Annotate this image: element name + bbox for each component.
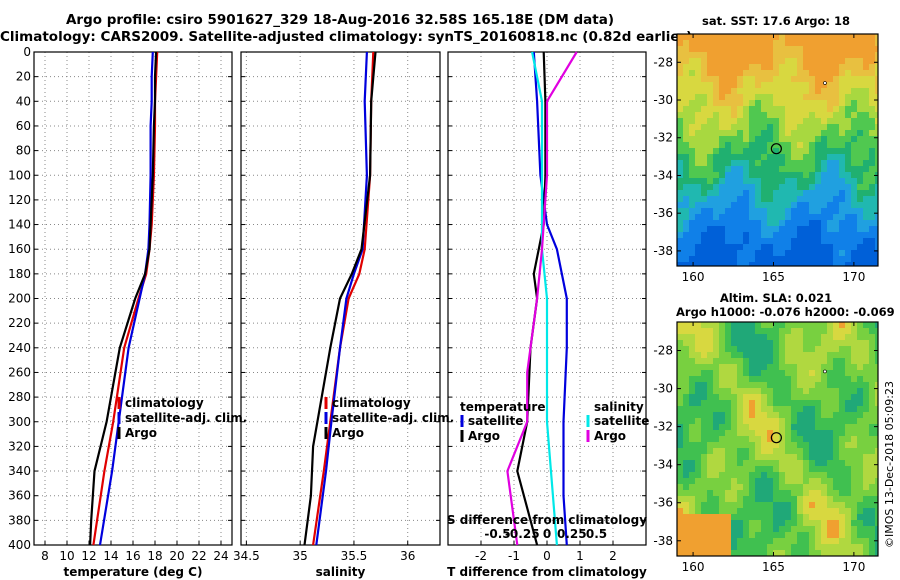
map-y-label: -34 xyxy=(653,168,673,182)
x-tick-label: 10 xyxy=(59,549,74,563)
series-line-argo xyxy=(89,51,158,546)
x-tick-label: 35 xyxy=(293,549,308,563)
legend-label: Argo xyxy=(468,429,500,443)
y-tick-label: 180 xyxy=(8,267,31,281)
legend-label: Argo xyxy=(594,429,626,443)
title-line-2: Climatology: CARS2009. Satellite-adjuste… xyxy=(0,29,693,45)
y-tick-label: 360 xyxy=(8,489,31,503)
map-x-label: 170 xyxy=(842,560,865,574)
x-tick-label: 16 xyxy=(125,549,140,563)
x-tick-label-s: 0.25 xyxy=(557,527,587,541)
series-line-satellite-adj-clim- xyxy=(315,51,369,546)
legend-title: temperature xyxy=(460,400,545,414)
y-tick-label: 100 xyxy=(8,168,31,182)
y-tick-label: 160 xyxy=(8,242,31,256)
y-tick-label: 320 xyxy=(8,439,31,453)
x-tick-label: -2 xyxy=(475,549,487,563)
map-y-label: -34 xyxy=(653,458,673,472)
x-tick-label: 35.5 xyxy=(341,549,368,563)
map-y-label: -30 xyxy=(653,93,673,107)
heatmap-field xyxy=(677,34,878,266)
map-x-label: 165 xyxy=(762,270,785,284)
y-tick-label: 60 xyxy=(16,119,31,133)
series-line-temperature-satellite xyxy=(532,51,568,546)
x-tick-label-s: -0.5 xyxy=(484,527,510,541)
sla-map-title: Altim. SLA: 0.021 xyxy=(719,291,833,305)
map-y-label: -28 xyxy=(653,55,673,69)
y-tick-label: 280 xyxy=(8,390,31,404)
map-y-label: -30 xyxy=(653,382,673,396)
y-tick-label: 300 xyxy=(8,415,31,429)
map-y-label: -36 xyxy=(653,206,673,220)
x-tick-label-s: 0 xyxy=(543,527,551,541)
map-frame xyxy=(676,33,879,267)
x-tick-label: 12 xyxy=(81,549,96,563)
x-axis-label: temperature (deg C) xyxy=(64,565,203,579)
island-marker xyxy=(823,81,827,85)
map-x-label: 170 xyxy=(842,270,865,284)
map-y-label: -32 xyxy=(653,420,673,434)
y-tick-label: 200 xyxy=(8,292,31,306)
y-tick-label: 260 xyxy=(8,365,31,379)
legend-label: satellite xyxy=(468,414,523,428)
x-tick-label: 14 xyxy=(103,549,118,563)
profile-location-marker xyxy=(770,143,782,155)
island-marker xyxy=(823,369,827,374)
legend-title: salinity xyxy=(594,400,644,414)
y-tick-label: 20 xyxy=(16,70,31,84)
map-y-label: -32 xyxy=(653,131,673,145)
legend-label: climatology xyxy=(125,396,204,410)
series-line-salinity-argo xyxy=(506,51,578,546)
map-x-label: 160 xyxy=(682,560,705,574)
sla-map-subtitle: Argo h1000: -0.076 h2000: -0.069 xyxy=(676,305,895,319)
y-tick-label: 380 xyxy=(8,513,31,527)
series-line-climatology xyxy=(312,51,375,546)
x-tick-label: 20 xyxy=(169,549,184,563)
y-tick-label: 340 xyxy=(8,464,31,478)
map-frame xyxy=(676,321,879,557)
x-tick-label: 24 xyxy=(213,549,228,563)
map-y-label: -38 xyxy=(653,244,673,258)
y-tick-label: 0 xyxy=(23,45,31,59)
legend-label: Argo xyxy=(125,426,157,440)
x-axis-label: salinity xyxy=(316,565,366,579)
x-tick-label: 18 xyxy=(147,549,162,563)
x-axis-label-top: S difference from climatology xyxy=(447,513,647,527)
map-y-label: -28 xyxy=(653,344,673,358)
legend-label: climatology xyxy=(332,396,411,410)
x-tick-label: 8 xyxy=(41,549,49,563)
map-y-label: -36 xyxy=(653,496,673,510)
legend-label: Argo xyxy=(332,426,364,440)
profile-location-marker xyxy=(770,432,782,444)
legend-label: satellite xyxy=(594,414,649,428)
x-tick-label: 0 xyxy=(543,549,551,563)
map-x-label: 165 xyxy=(762,560,785,574)
x-axis-label: T difference from climatology xyxy=(447,565,647,579)
series-line-argo xyxy=(303,51,377,546)
y-tick-label: 120 xyxy=(8,193,31,207)
title-line-1: Argo profile: csiro 5901627_329 18-Aug-2… xyxy=(65,12,615,28)
x-tick-label: 36 xyxy=(400,549,415,563)
x-tick-label: 22 xyxy=(191,549,206,563)
legend-label: satellite-adj. clim. xyxy=(125,411,247,425)
x-tick-label: -1 xyxy=(508,549,520,563)
x-tick-label-s: -0.25 xyxy=(505,527,540,541)
x-tick-label: 34.5 xyxy=(233,549,260,563)
y-tick-label: 40 xyxy=(16,94,31,108)
y-tick-label: 240 xyxy=(8,341,31,355)
heatmap-field xyxy=(677,322,878,556)
map-x-label: 160 xyxy=(682,270,705,284)
y-tick-label: 400 xyxy=(8,538,31,552)
x-tick-label-s: 0.5 xyxy=(586,527,607,541)
x-tick-label: 2 xyxy=(609,549,617,563)
y-tick-label: 80 xyxy=(16,144,31,158)
map-y-label: -38 xyxy=(653,534,673,548)
sst-map-title: sat. SST: 17.6 Argo: 18 xyxy=(701,14,851,28)
legend-label: satellite-adj. clim. xyxy=(332,411,454,425)
y-tick-label: 140 xyxy=(8,218,31,232)
y-tick-label: 220 xyxy=(8,316,31,330)
x-tick-label: 1 xyxy=(576,549,584,563)
